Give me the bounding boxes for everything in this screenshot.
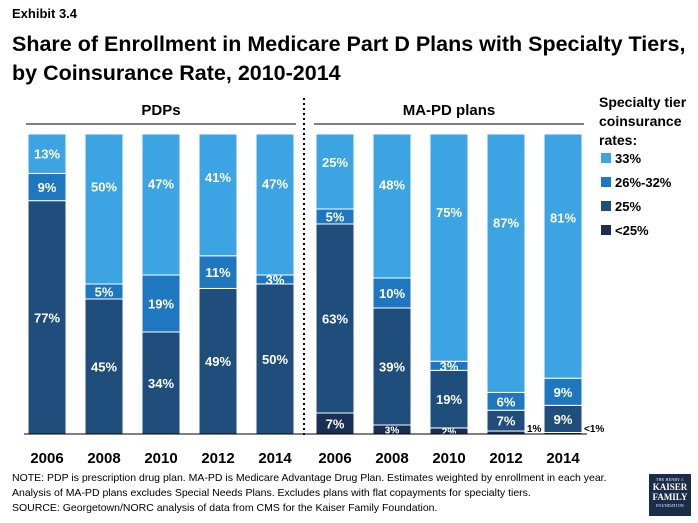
label-pdp-2014-p25: 50% — [262, 352, 288, 367]
legend-swatch-p25 — [601, 201, 611, 211]
label-pdp-2008-p33: 50% — [91, 180, 117, 195]
label-mapd-2014-p33: 81% — [550, 211, 576, 226]
x-tick-mapd-2006: 2006 — [318, 450, 351, 467]
bar-pdp-2010-p25 — [141, 331, 181, 435]
bar-pdp-2012-p25 — [198, 287, 238, 435]
x-tick-mapd-2008: 2008 — [375, 450, 408, 467]
label-mapd-2008-p25: 39% — [379, 360, 405, 375]
legend-swatch-lt25 — [601, 225, 611, 235]
label-mapd-2012-p25: 7% — [497, 414, 516, 429]
bar-pdp-2008-p33 — [84, 133, 124, 285]
bar-mapd-2008-p33 — [372, 133, 412, 279]
label-mapd-2010-p26-32: 3% — [440, 359, 459, 374]
label-pdp-2006-p33: 13% — [34, 147, 60, 162]
x-tick-pdp-2014: 2014 — [258, 450, 292, 467]
note-line-2: Analysis of MA-PD plans excludes Special… — [12, 487, 531, 499]
label-pdp-2006-p26-32: 9% — [38, 180, 57, 195]
source-line: SOURCE: Georgetown/NORC analysis of data… — [12, 502, 438, 514]
label-pdp-2012-p33: 41% — [205, 170, 231, 185]
bar-pdp-2006-p33 — [27, 133, 67, 174]
label-mapd-2012-p33: 87% — [493, 215, 519, 230]
label-mapd-2010-p25: 19% — [436, 392, 462, 407]
label-pdp-2014-p26-32: 3% — [266, 273, 285, 288]
label-mapd-2008-lt25: 3% — [385, 426, 400, 437]
notes: NOTE: PDP is prescription drug plan. MA-… — [12, 471, 637, 516]
logo-line-3: FAMILY — [652, 492, 688, 502]
logo-line-1: THE HENRY J. — [655, 477, 685, 482]
bar-mapd-2006-p33 — [315, 133, 355, 210]
bar-pdp-2014-p33 — [255, 133, 295, 276]
bar-pdp-2010-p26-32 — [141, 274, 181, 333]
stacked-bar-chart: PDPs 77% 9% 13% 2006 45% 5% 50% 2008 34% 19% 47% 201… — [24, 94, 687, 467]
legend-title-line-2: coinsurance — [599, 113, 682, 129]
legend-label-p25: 25% — [615, 199, 641, 214]
bar-mapd-2010-p33 — [429, 133, 469, 362]
bar-mapd-2006-p25 — [315, 223, 355, 414]
bar-mapd-2014-p26-32 — [543, 377, 583, 406]
label-mapd-2014-p26-32: 9% — [554, 385, 573, 400]
bar-pdp-2008-p25 — [84, 298, 124, 435]
label-pdp-2014-p33: 47% — [262, 177, 288, 192]
bar-mapd-2008-p25 — [372, 307, 412, 426]
label-mapd-2008-p33: 48% — [379, 178, 405, 193]
x-tick-mapd-2012: 2012 — [489, 450, 522, 467]
bar-pdp-2010-p33 — [141, 133, 181, 276]
logo-line-2: KAISER — [652, 482, 688, 492]
legend-label-p33: 33% — [615, 151, 641, 166]
x-tick-mapd-2010: 2010 — [432, 450, 465, 467]
x-tick-mapd-2014: 2014 — [546, 450, 580, 467]
x-tick-pdp-2010: 2010 — [144, 450, 177, 467]
label-pdp-2006-p25: 77% — [34, 310, 60, 325]
kaiser-logo: THE HENRY J. KAISER FAMILY FOUNDATION — [649, 474, 691, 516]
label-mapd-2014-lt25: <1% — [584, 424, 604, 435]
logo-line-4: FOUNDATION — [656, 503, 684, 508]
bar-pdp-2012-p33 — [198, 133, 238, 257]
panel-title-pdp: PDPs — [141, 102, 180, 119]
label-mapd-2010-lt25: 2% — [442, 427, 457, 438]
note-line-1: NOTE: PDP is prescription drug plan. MA-… — [12, 472, 607, 484]
label-mapd-2014-p25: 9% — [554, 412, 573, 427]
label-mapd-2010-p33: 75% — [436, 205, 462, 220]
label-pdp-2008-p26-32: 5% — [95, 285, 114, 300]
x-tick-pdp-2006: 2006 — [30, 450, 63, 467]
label-pdp-2008-p25: 45% — [91, 360, 117, 375]
bar-mapd-2014-p33 — [543, 133, 583, 379]
label-pdp-2010-p33: 47% — [148, 177, 174, 192]
label-mapd-2008-p26-32: 10% — [379, 286, 405, 301]
bar-mapd-2008-p26-32 — [372, 277, 412, 309]
x-tick-pdp-2012: 2012 — [201, 450, 234, 467]
panel-title-mapd: MA-PD plans — [403, 102, 496, 119]
label-pdp-2010-p25: 34% — [148, 376, 174, 391]
legend-swatch-p33 — [601, 153, 611, 163]
label-pdp-2010-p26-32: 19% — [148, 297, 174, 312]
exhibit-label: Exhibit 3.4 — [12, 6, 78, 21]
label-mapd-2006-lt25: 7% — [326, 417, 345, 432]
legend-title-line-3: rates: — [599, 132, 637, 148]
label-pdp-2012-p26-32: 11% — [205, 265, 231, 280]
bar-pdp-2006-p26-32 — [27, 172, 67, 202]
x-tick-pdp-2008: 2008 — [87, 450, 120, 467]
bar-mapd-2012-p33 — [486, 133, 526, 393]
legend-title-line-1: Specialty tier — [599, 94, 687, 110]
bar-mapd-2010-p25 — [429, 369, 469, 429]
label-mapd-2012-lt25: 1% — [527, 424, 542, 435]
legend-swatch-p26-32 — [601, 177, 611, 187]
chart-title: Share of Enrollment in Medicare Part D P… — [12, 32, 686, 85]
label-mapd-2006-p25: 63% — [322, 312, 348, 327]
label-mapd-2006-p33: 25% — [322, 155, 348, 170]
label-pdp-2012-p25: 49% — [205, 354, 231, 369]
legend-label-lt25: <25% — [615, 223, 649, 238]
legend-label-p26-32: 26%-32% — [615, 175, 672, 190]
label-mapd-2012-p26-32: 6% — [497, 394, 516, 409]
label-mapd-2006-p26-32: 5% — [326, 210, 345, 225]
